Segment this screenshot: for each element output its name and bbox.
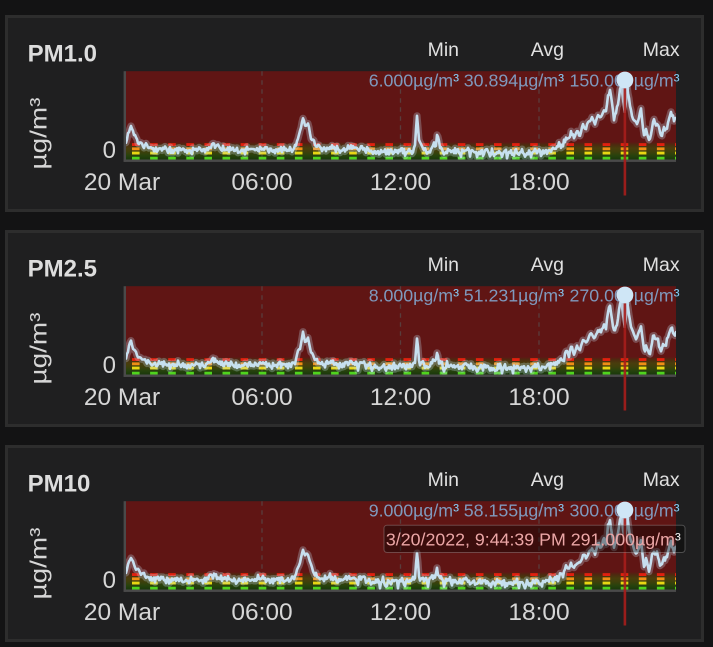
svg-text:06:00: 06:00 xyxy=(231,384,292,411)
svg-text:20 Mar: 20 Mar xyxy=(84,169,160,196)
svg-text:20 Mar: 20 Mar xyxy=(84,599,160,626)
svg-text:µg/m³: µg/m³ xyxy=(25,527,51,599)
svg-text:Max: Max xyxy=(643,469,680,491)
svg-text:µg/m³: µg/m³ xyxy=(25,312,51,384)
svg-text:51.231µg/m³: 51.231µg/m³ xyxy=(464,286,564,306)
svg-text:58.155µg/m³: 58.155µg/m³ xyxy=(464,501,564,521)
svg-text:12:00: 12:00 xyxy=(370,169,431,196)
svg-text:µg/m³: µg/m³ xyxy=(25,97,51,169)
svg-text:8.000µg/m³: 8.000µg/m³ xyxy=(369,286,459,306)
svg-text:6.000µg/m³: 6.000µg/m³ xyxy=(369,71,459,91)
svg-text:Min: Min xyxy=(428,39,459,61)
svg-text:12:00: 12:00 xyxy=(370,384,431,411)
svg-text:Min: Min xyxy=(428,254,459,276)
svg-text:9.000µg/m³: 9.000µg/m³ xyxy=(369,501,459,521)
svg-text:06:00: 06:00 xyxy=(231,599,292,626)
svg-text:PM1.0: PM1.0 xyxy=(28,41,97,68)
svg-text:PM10: PM10 xyxy=(28,471,91,498)
svg-text:18:00: 18:00 xyxy=(508,599,569,626)
svg-text:20 Mar: 20 Mar xyxy=(84,384,160,411)
svg-text:30.894µg/m³: 30.894µg/m³ xyxy=(464,71,564,91)
svg-text:Avg: Avg xyxy=(531,254,564,276)
svg-text:Avg: Avg xyxy=(531,469,564,491)
svg-text:06:00: 06:00 xyxy=(231,169,292,196)
svg-text:12:00: 12:00 xyxy=(370,599,431,626)
svg-text:Max: Max xyxy=(643,254,680,276)
svg-text:PM2.5: PM2.5 xyxy=(28,256,97,283)
svg-text:0: 0 xyxy=(103,137,116,164)
svg-text:0: 0 xyxy=(103,352,116,379)
svg-text:0: 0 xyxy=(103,567,116,594)
svg-text:Max: Max xyxy=(643,39,680,61)
svg-text:3/20/2022, 9:44:39 PM 291.000µ: 3/20/2022, 9:44:39 PM 291.000µg/m³ xyxy=(386,530,681,550)
svg-text:Min: Min xyxy=(428,469,459,491)
svg-text:Avg: Avg xyxy=(531,39,564,61)
svg-text:18:00: 18:00 xyxy=(508,384,569,411)
svg-text:18:00: 18:00 xyxy=(508,169,569,196)
